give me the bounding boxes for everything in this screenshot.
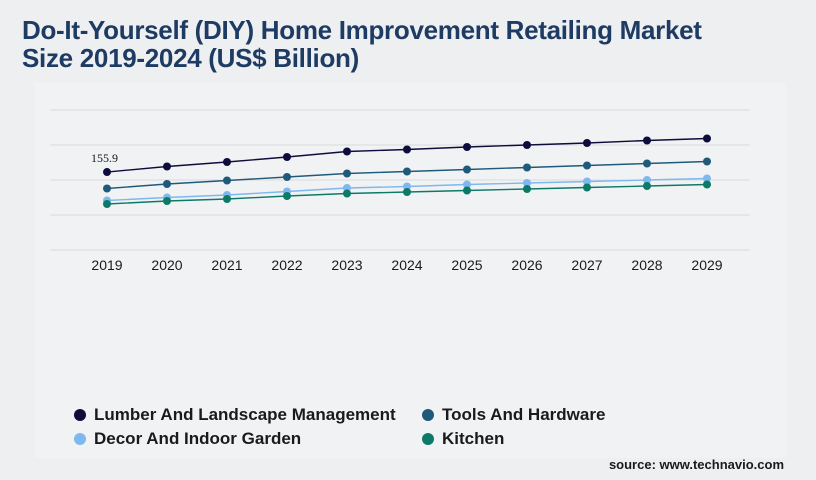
data-point (163, 180, 171, 188)
data-point (223, 195, 231, 203)
data-point (163, 197, 171, 205)
data-point (583, 139, 591, 147)
data-point (103, 184, 111, 193)
x-axis-ticks: 2019 2020 2021 2022 2023 2024 2025 2026 2027 2028… (91, 257, 722, 273)
data-point (403, 182, 411, 191)
legend-marker-icon (74, 409, 86, 421)
legend-item: Tools And Hardware (422, 405, 605, 425)
x-tick-label: 2028 (631, 257, 662, 273)
data-point (223, 176, 231, 185)
data-point (103, 200, 111, 208)
legend-label: Decor And Indoor Garden (94, 429, 302, 448)
data-point (343, 169, 351, 178)
data-point (343, 189, 351, 198)
chart-panel: 2019 2020 2021 2022 2023 2024 2025 2026 2027 2028… (34, 82, 786, 458)
chart-title-line-1: Do-It-Yourself (DIY) Home Improvement Re… (22, 15, 702, 45)
gridlines (50, 109, 750, 251)
legend-marker-icon (422, 433, 434, 445)
data-point (403, 167, 411, 176)
data-point (583, 161, 591, 170)
series-1 (103, 157, 711, 193)
chart-title: Do-It-Yourself (DIY) Home Improvement Re… (22, 16, 782, 72)
x-tick-label: 2021 (211, 257, 242, 273)
data-point (463, 165, 471, 174)
line-chart: 2019 2020 2021 2022 2023 2024 2025 2026 2027 2028… (50, 109, 750, 273)
data-point (643, 176, 651, 184)
series-line (106, 137, 708, 173)
x-tick-label: 2025 (451, 257, 482, 273)
legend-item: Decor And Indoor Garden (74, 429, 301, 449)
data-point (523, 163, 531, 172)
data-point (703, 174, 711, 183)
x-tick-label: 2019 (91, 257, 122, 273)
data-point (463, 180, 471, 189)
x-tick-label: 2029 (691, 257, 722, 273)
data-point (583, 183, 591, 192)
legend-marker-icon (422, 409, 434, 421)
data-point (643, 136, 651, 145)
data-point (403, 145, 411, 154)
x-tick-label: 2027 (571, 257, 602, 273)
x-tick-label: 2022 (271, 257, 302, 273)
data-point (343, 147, 351, 156)
legend-label: Lumber And Landscape Management (94, 405, 396, 424)
data-point (523, 185, 531, 193)
data-point (463, 186, 471, 195)
x-tick-label: 2020 (151, 257, 182, 273)
data-point (223, 158, 231, 166)
series-0 (103, 134, 711, 177)
data-point (283, 153, 291, 161)
data-point (643, 159, 651, 168)
data-point (463, 143, 471, 151)
data-point (343, 184, 351, 192)
legend-label: Kitchen (442, 429, 505, 448)
data-point (523, 179, 531, 187)
chart-title-line-2: Size 2019-2024 (US$ Billion) (22, 43, 359, 73)
x-tick-label: 2023 (331, 257, 362, 273)
data-point (283, 192, 291, 200)
data-point (283, 173, 291, 181)
series-3 (103, 180, 711, 208)
data-point (703, 180, 711, 189)
data-point (403, 188, 411, 196)
data-point (703, 157, 711, 166)
data-point (583, 177, 591, 186)
data-point (523, 141, 531, 149)
x-tick-label: 2026 (511, 257, 542, 273)
data-point (703, 134, 711, 143)
data-point (103, 168, 111, 177)
source-note: source: www.technavio.com (608, 457, 784, 472)
legend-item: Kitchen (422, 429, 504, 449)
legend-marker-icon (74, 433, 86, 445)
legend-item: Lumber And Landscape Management (74, 405, 396, 425)
data-point (643, 182, 651, 190)
x-tick-label: 2024 (391, 257, 422, 273)
legend-label: Tools And Hardware (442, 405, 606, 424)
data-point (163, 162, 171, 171)
data-label: 155.9 (91, 151, 118, 165)
